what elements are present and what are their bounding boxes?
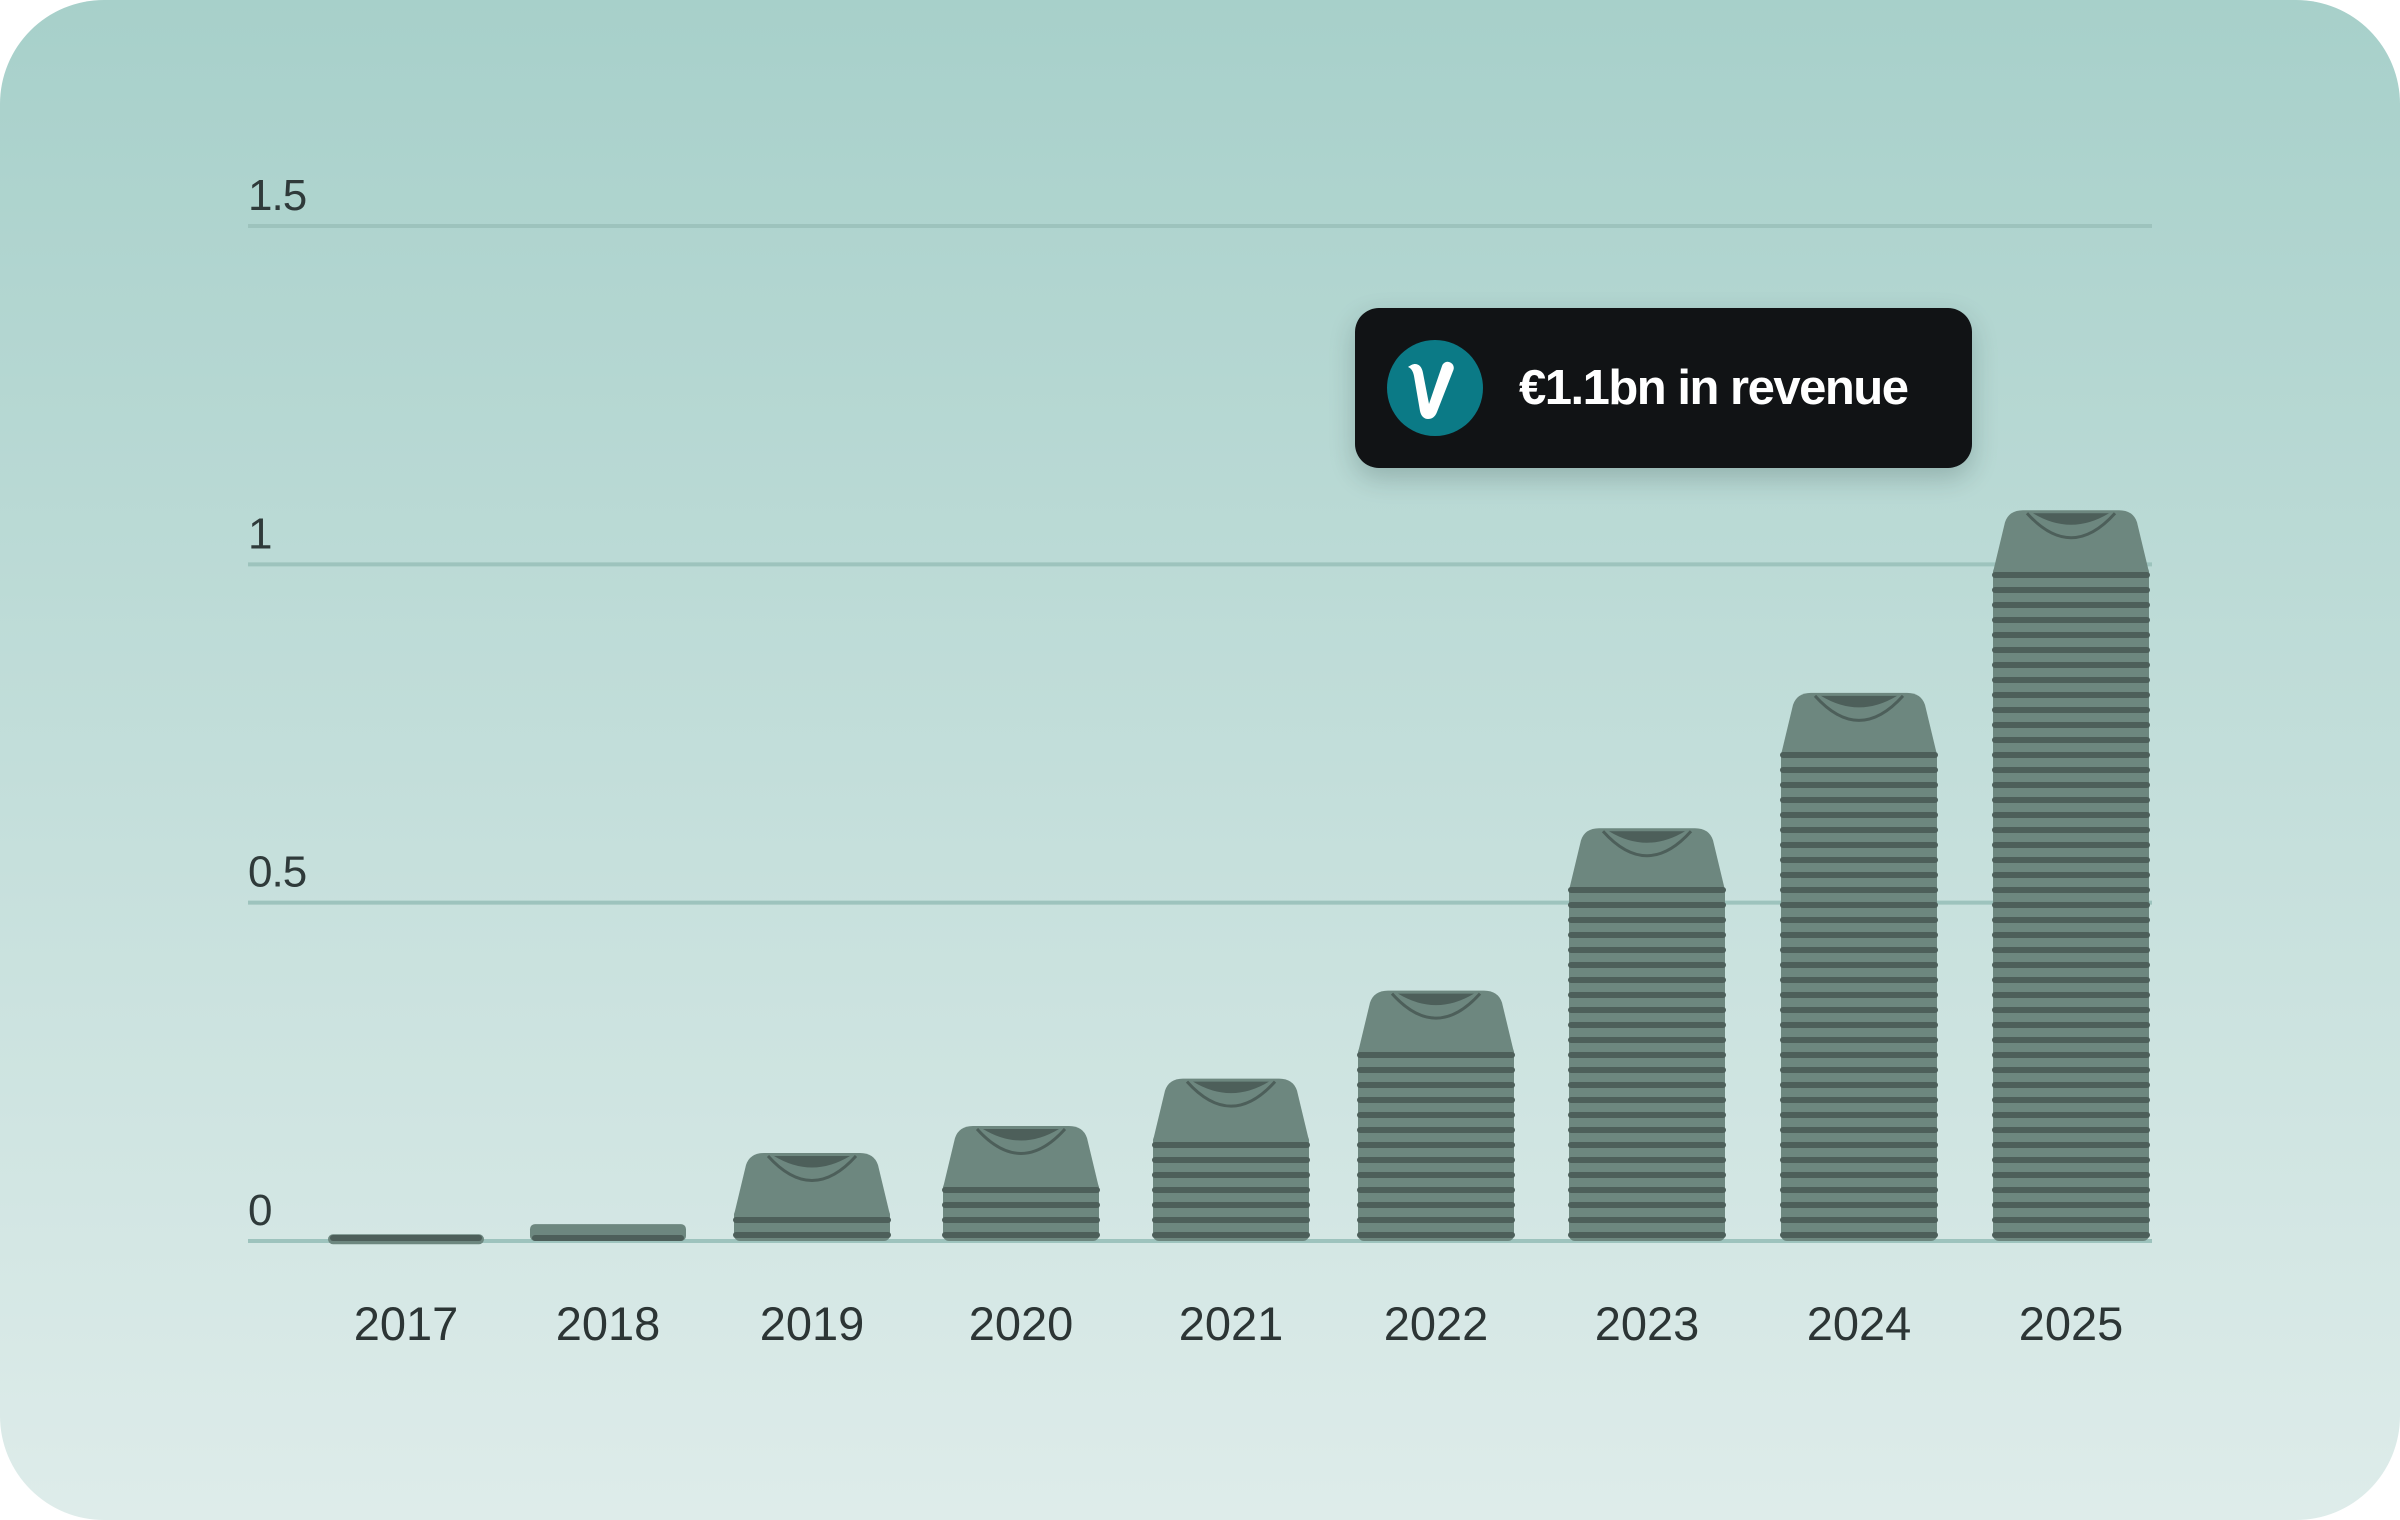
bar-2024 — [1780, 692, 1938, 1241]
callout-text: €1.1bn in revenue — [1519, 361, 1909, 415]
y-tick-label: 1.5 — [248, 171, 306, 220]
bar-top — [1153, 1078, 1309, 1141]
bar-2018 — [530, 1224, 686, 1241]
x-tick-label: 2018 — [556, 1297, 661, 1350]
bar-2025 — [1992, 510, 2150, 1241]
bar-top — [1781, 692, 1937, 755]
y-tick-label: 1 — [248, 509, 271, 558]
bars — [328, 510, 2150, 1245]
bar-top — [943, 1125, 1099, 1188]
x-tick-label: 2024 — [1807, 1297, 1912, 1350]
bar-2022 — [1357, 990, 1515, 1241]
y-tick-label: 0 — [248, 1186, 271, 1235]
x-tick-label: 2019 — [760, 1297, 865, 1350]
bar-2019 — [733, 1153, 891, 1241]
bar-2021 — [1152, 1078, 1310, 1241]
x-tick-label: 2017 — [354, 1297, 459, 1350]
x-tick-label: 2022 — [1384, 1297, 1489, 1350]
brand-v-icon — [1387, 340, 1483, 436]
x-tick-label: 2021 — [1179, 1297, 1284, 1350]
x-tick-label: 2020 — [969, 1297, 1074, 1350]
y-axis-tick-labels: 0 0.5 1 1.5 — [248, 171, 307, 1235]
y-tick-label: 0.5 — [248, 848, 306, 897]
x-tick-label: 2023 — [1595, 1297, 1700, 1350]
x-tick-label: 2025 — [2019, 1297, 2124, 1350]
bar-top — [1993, 510, 2149, 573]
bar-2017 — [328, 1234, 484, 1245]
bar-body — [943, 1181, 1099, 1241]
revenue-callout: €1.1bn in revenue — [1355, 308, 1972, 468]
bar-body — [1569, 884, 1725, 1241]
bar-2020 — [942, 1125, 1100, 1241]
bar-top — [734, 1153, 890, 1216]
bar-top — [1569, 828, 1725, 891]
bar-top — [1358, 990, 1514, 1053]
bar-2023 — [1568, 828, 1726, 1241]
x-axis-category-labels: 2017 2018 2019 2020 2021 2022 2023 2024 2025 — [354, 1297, 2124, 1350]
